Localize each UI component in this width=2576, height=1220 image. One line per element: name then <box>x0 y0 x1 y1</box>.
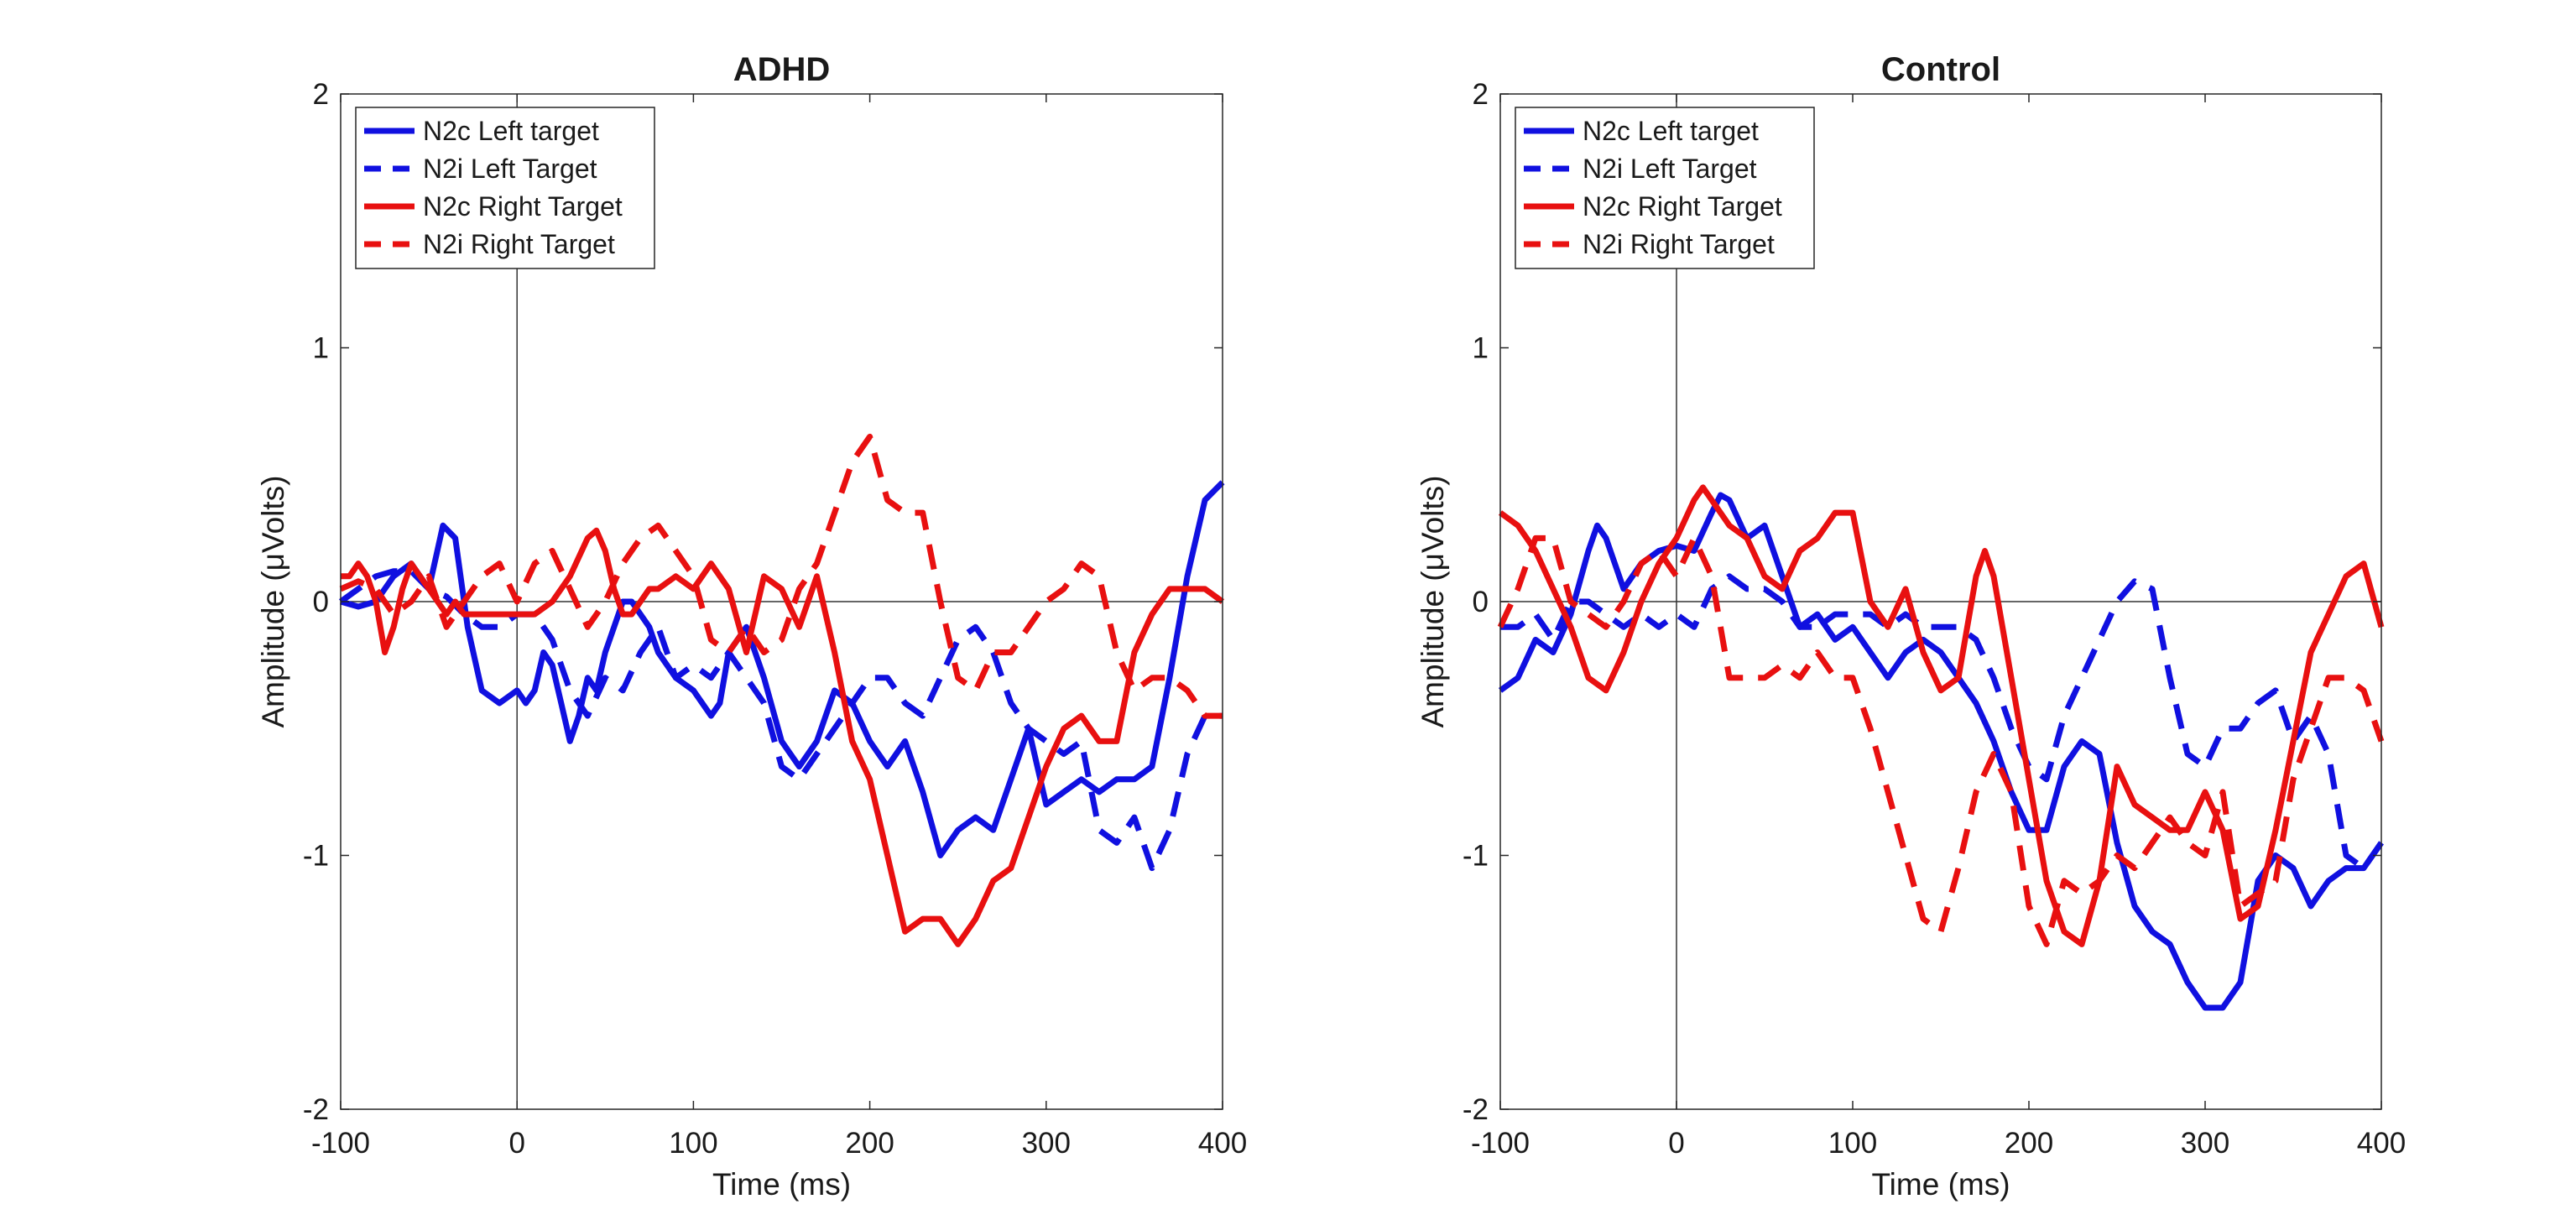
x-tick-label: 100 <box>669 1127 717 1160</box>
legend-entry-0: N2c Left target <box>1583 116 1759 146</box>
chart-title: Control <box>1881 51 2000 88</box>
chart-title: ADHD <box>733 51 831 88</box>
legend-entry-3: N2i Right Target <box>1583 229 1775 259</box>
x-tick-label: 0 <box>508 1127 524 1160</box>
x-tick-label: 300 <box>1022 1127 1071 1160</box>
series-line-3 <box>339 433 1223 719</box>
y-tick-label: -2 <box>303 1093 329 1126</box>
y-tick-label: 2 <box>313 78 329 111</box>
y-tick-label: 0 <box>313 586 329 618</box>
x-tick-label: 0 <box>1668 1127 1684 1160</box>
y-tick-label: -2 <box>1463 1093 1489 1126</box>
x-tick-label: 200 <box>845 1127 894 1160</box>
legend: N2c Left target N2i Left Target N2c Right … <box>355 107 655 269</box>
x-tick-label: 200 <box>2005 1127 2053 1160</box>
x-axis-label: Time (ms) <box>1871 1167 2010 1202</box>
legend-entry-2: N2c Right Target <box>1583 191 1782 222</box>
y-axis-label: Amplitude (μVolts) <box>1416 476 1450 728</box>
series-line-2 <box>341 527 1225 947</box>
y-tick-label: -1 <box>303 840 329 873</box>
y-tick-label: 0 <box>1473 586 1489 618</box>
y-tick-label: 1 <box>313 332 329 365</box>
x-tick-label: -100 <box>311 1127 370 1160</box>
chart-panel-1: -100 0 100 200 300 400 -2 -1 0 1 2 Control Time (ms)… <box>1416 51 2406 1202</box>
chart-panel-0: -100 0 100 200 300 400 -2 -1 0 1 2 ADHD Time (ms) Amp… <box>256 51 1247 1202</box>
series-line-1 <box>1500 573 2384 872</box>
series-line-0 <box>340 480 1225 858</box>
legend-entry-1: N2i Left Target <box>1583 154 1757 184</box>
y-tick-label: 1 <box>1473 332 1489 365</box>
legend-entry-1: N2i Left Target <box>423 154 597 184</box>
x-tick-label: 400 <box>2357 1127 2406 1160</box>
y-tick-label: 2 <box>1473 78 1489 111</box>
x-tick-label: 100 <box>1828 1127 1877 1160</box>
series-line-2 <box>1498 484 2385 947</box>
x-axis-label: Time (ms) <box>712 1167 851 1202</box>
legend-entry-2: N2c Right Target <box>423 191 623 222</box>
y-axis-label: Amplitude (μVolts) <box>256 476 290 728</box>
x-tick-label: 400 <box>1198 1127 1247 1160</box>
x-tick-label: 300 <box>2181 1127 2229 1160</box>
series-line-1 <box>338 568 1223 872</box>
series-line-3 <box>1497 534 2385 947</box>
y-tick-label: -1 <box>1463 840 1489 873</box>
legend: N2c Left target N2i Left Target N2c Right … <box>1515 107 1815 269</box>
x-tick-label: -100 <box>1471 1127 1530 1160</box>
legend-entry-0: N2c Left target <box>423 116 599 146</box>
legend-entry-3: N2i Right Target <box>423 229 615 259</box>
